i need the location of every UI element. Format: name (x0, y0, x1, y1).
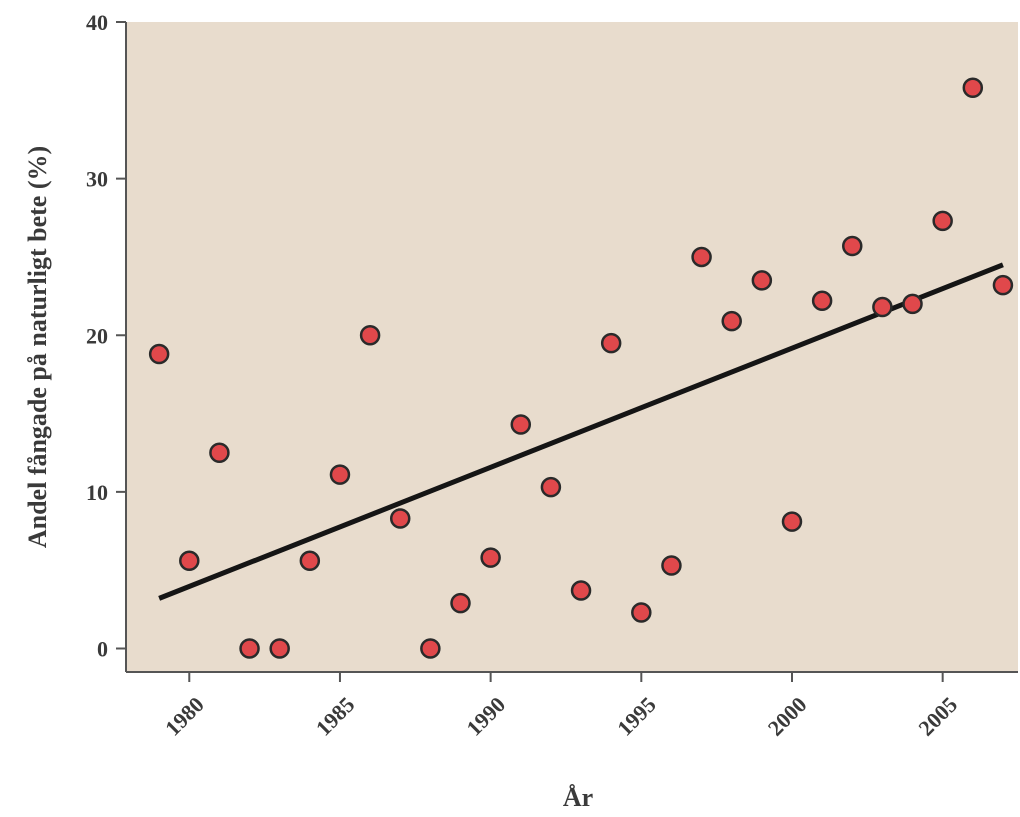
x-axis-label: År (563, 783, 593, 812)
data-point (872, 296, 893, 318)
data-point (600, 332, 622, 354)
data-point (480, 547, 501, 568)
plot-area (126, 22, 1018, 672)
data-point (239, 638, 260, 659)
y-tick-label: 40 (86, 10, 108, 35)
data-point (450, 592, 471, 614)
data-points (148, 77, 1014, 659)
data-point (148, 343, 170, 365)
x-tick-label: 1995 (612, 692, 661, 741)
x-tick-label: 1980 (160, 692, 209, 741)
data-point (179, 550, 200, 572)
data-point (751, 270, 773, 291)
data-point (842, 235, 863, 257)
data-point (269, 638, 290, 659)
data-point (811, 290, 833, 312)
data-point (329, 464, 351, 485)
data-point (721, 310, 742, 332)
data-point (209, 442, 230, 463)
x-tick-label: 1990 (461, 692, 510, 741)
x-tick-label: 2000 (763, 692, 812, 741)
y-tick-label: 10 (86, 480, 108, 505)
data-point (691, 246, 712, 268)
data-point (932, 210, 953, 232)
trend-line (158, 262, 1004, 601)
data-point (902, 293, 923, 315)
data-point (299, 550, 321, 572)
data-point (510, 414, 532, 435)
data-point (781, 511, 803, 532)
data-point (631, 602, 652, 623)
data-point (420, 638, 441, 659)
data-point (359, 325, 381, 346)
data-point (540, 476, 562, 498)
data-point (992, 274, 1014, 296)
data-point (570, 580, 592, 601)
x-tick-label: 1985 (311, 692, 360, 741)
y-tick-label: 20 (86, 323, 108, 348)
data-point (389, 508, 411, 529)
x-axis-ticks: 1980 1985 1990 1995 2000 2005 (160, 672, 962, 741)
y-tick-label: 30 (86, 167, 108, 192)
y-tick-label: 0 (97, 637, 108, 662)
y-axis-label: Andel fångade på naturligt bete (%) (23, 146, 52, 548)
data-point (962, 77, 984, 99)
data-point (661, 555, 682, 576)
x-tick-label: 2005 (913, 692, 962, 741)
y-axis-ticks: 0 10 20 30 40 (86, 10, 126, 662)
